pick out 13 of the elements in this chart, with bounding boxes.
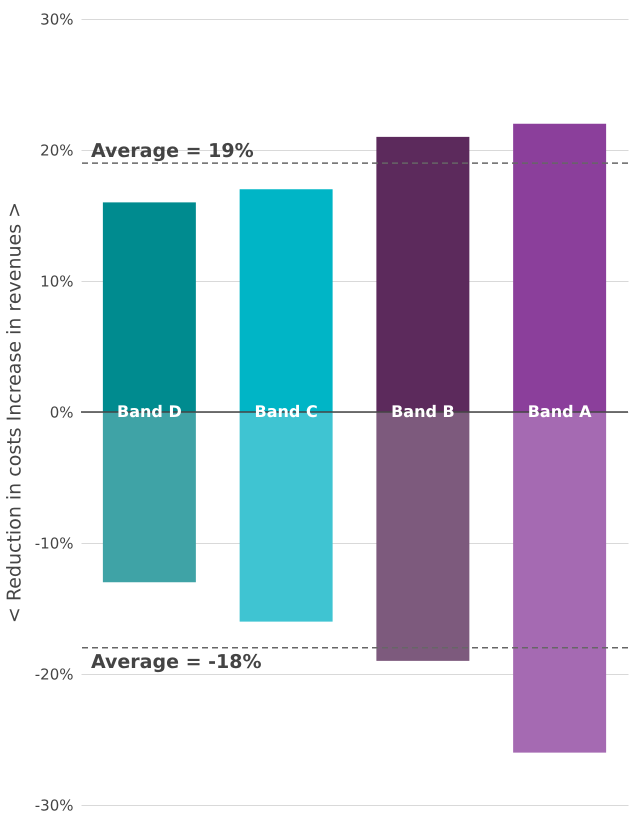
- y-tick-label: 30%: [40, 10, 74, 28]
- x-tick-label: Band D: [117, 402, 182, 421]
- y-tick-label: -30%: [34, 796, 74, 814]
- x-tick-label: Band B: [391, 402, 455, 421]
- y-tick-label: 0%: [50, 404, 74, 422]
- ref-line-label: Average = -18%: [91, 650, 262, 673]
- x-tick-label: Band A: [528, 402, 592, 421]
- y-tick-label: 20%: [40, 142, 74, 160]
- ref-line-label: Average = 19%: [91, 140, 254, 162]
- y-axis-title: < Reduction in costs Increase in revenues >: [4, 202, 26, 624]
- y-tick-label: -10%: [34, 534, 74, 552]
- y-tick-label: -20%: [34, 666, 74, 684]
- y-tick-label: 10%: [40, 272, 74, 290]
